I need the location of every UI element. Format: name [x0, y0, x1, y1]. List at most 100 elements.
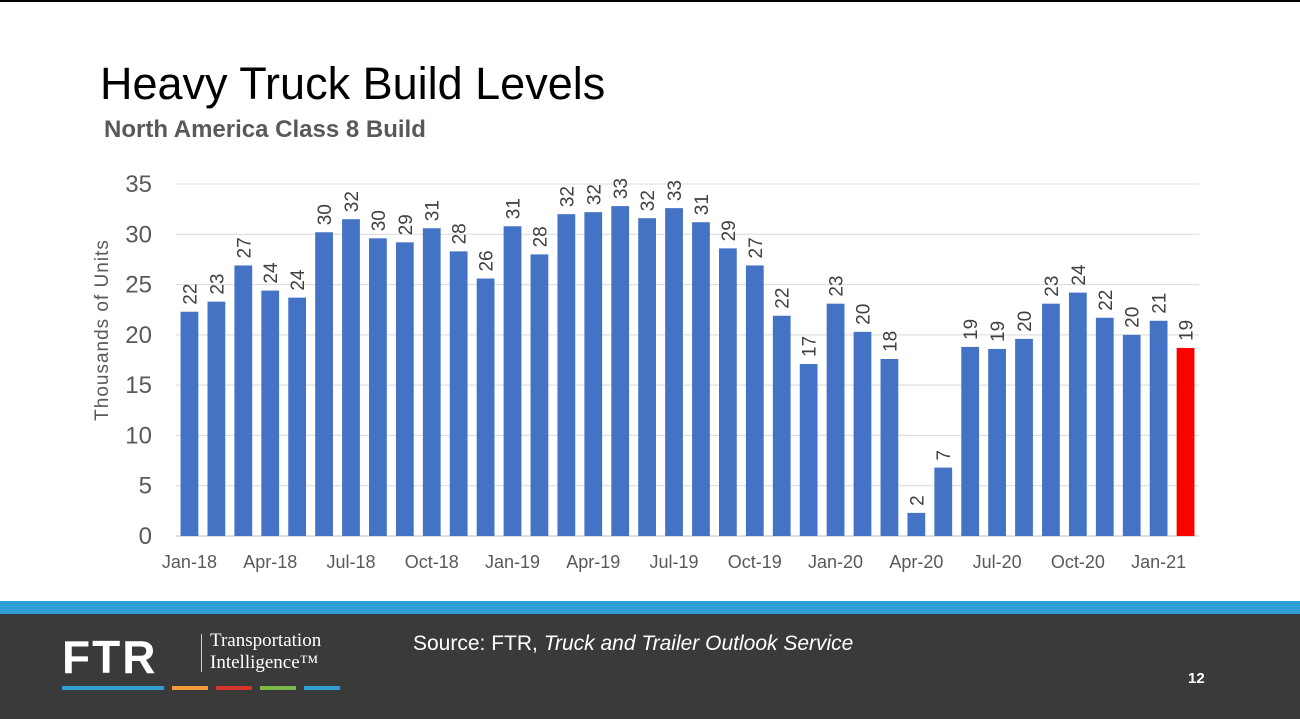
x-tick-label: Oct-19: [728, 552, 782, 572]
bar: [288, 297, 307, 536]
y-tick-label: 10: [125, 422, 152, 449]
bar: [395, 242, 414, 536]
data-label: 19: [1177, 320, 1198, 341]
bar: [692, 222, 710, 536]
data-label: 22: [180, 284, 201, 305]
logo-stripe: [304, 686, 340, 690]
data-label: 19: [961, 319, 982, 340]
data-label: 29: [396, 214, 417, 235]
logo-tagline-line2: Intelligence™: [210, 652, 319, 673]
data-label: 33: [611, 178, 632, 199]
logo-stripe: [216, 686, 252, 690]
y-tick-label: 5: [139, 473, 152, 500]
data-label: 31: [423, 200, 444, 221]
data-label: 33: [665, 180, 686, 201]
bar: [799, 364, 818, 536]
bar: [1042, 303, 1060, 536]
bar: [611, 206, 630, 536]
logo-tagline-line1: Transportation: [210, 630, 322, 651]
logo-stripe: [172, 686, 208, 690]
data-label: 32: [638, 190, 659, 211]
data-label: 32: [557, 186, 578, 207]
logo-divider: [201, 634, 202, 672]
bar: [315, 232, 333, 536]
x-tick-label: Jan-18: [162, 552, 217, 572]
bar: [745, 265, 764, 536]
bar: [934, 467, 953, 536]
y-tick-label: 15: [125, 372, 152, 399]
x-tick-label: Apr-20: [889, 552, 943, 572]
logo-stripe: [260, 686, 296, 690]
data-label: 20: [1015, 311, 1036, 332]
bar: [718, 248, 737, 536]
footer: FTR Transportation Intelligence™ Source:…: [0, 614, 1300, 719]
x-tick-label: Jan-20: [808, 552, 863, 572]
bar: [530, 254, 549, 536]
bar: [1149, 320, 1168, 536]
source-prefix: Source: FTR,: [413, 632, 544, 655]
data-label: 24: [261, 262, 282, 284]
bar: [772, 315, 791, 536]
bar: [342, 219, 360, 536]
data-label: 24: [288, 269, 309, 291]
x-tick-label: Apr-18: [243, 552, 297, 572]
x-tick-label: Jan-21: [1131, 552, 1186, 572]
bar: [961, 346, 980, 536]
logo-color-stripes: [62, 686, 340, 690]
logo-stripe: [62, 686, 164, 690]
data-label: 27: [746, 237, 767, 258]
x-tick-label: Jul-20: [973, 552, 1022, 572]
bar: [638, 218, 657, 537]
x-tick-label: Apr-19: [566, 552, 620, 572]
slide-title: Heavy Truck Build Levels: [100, 58, 606, 109]
footer-accent-bar: [0, 601, 1300, 614]
data-label: 22: [1096, 290, 1117, 311]
x-tick-label: Jul-19: [650, 552, 699, 572]
data-label: 17: [800, 336, 821, 357]
data-label: 31: [692, 194, 713, 215]
bar: [988, 348, 1006, 536]
source-note: Source: FTR, Truck and Trailer Outlook S…: [413, 632, 853, 656]
bar: [503, 226, 522, 537]
x-tick-label: Jan-19: [485, 552, 540, 572]
bar: [1095, 317, 1114, 536]
bar: [1122, 334, 1141, 536]
x-tick-label: Jul-18: [326, 552, 375, 572]
bar: [207, 301, 226, 536]
y-tick-label: 25: [125, 272, 152, 299]
data-label: 18: [880, 331, 901, 352]
bar: [261, 290, 280, 536]
bar: [234, 265, 253, 536]
x-tick-label: Oct-18: [405, 552, 459, 572]
y-tick-label: 30: [125, 221, 152, 248]
bar: [584, 212, 603, 536]
bar: [449, 251, 468, 536]
top-border: [0, 0, 1300, 2]
data-label: 23: [1042, 276, 1063, 297]
bar: [1015, 338, 1033, 536]
bar: [665, 208, 683, 536]
bar: [180, 311, 199, 536]
y-tick-label: 0: [139, 523, 152, 550]
data-label: 32: [584, 184, 605, 205]
bar: [557, 214, 576, 536]
ftr-logo: FTR: [62, 631, 158, 683]
y-axis-title: Thousands of Units: [92, 239, 113, 421]
data-label: 24: [1069, 264, 1090, 286]
bar: [1176, 347, 1195, 536]
bar: [826, 303, 845, 536]
data-label: 29: [719, 220, 740, 241]
data-label: 20: [853, 304, 874, 325]
bar: [907, 512, 926, 536]
data-label: 2: [907, 495, 928, 506]
data-label: 21: [1150, 293, 1171, 314]
data-label: 19: [988, 321, 1009, 342]
bar: [880, 358, 899, 536]
data-label: 32: [342, 191, 363, 212]
bar: [422, 228, 441, 536]
data-label: 7: [934, 450, 955, 461]
data-label: 30: [369, 210, 390, 231]
data-label: 23: [827, 276, 848, 297]
logo-tagline: Transportation Intelligence™: [210, 630, 321, 674]
